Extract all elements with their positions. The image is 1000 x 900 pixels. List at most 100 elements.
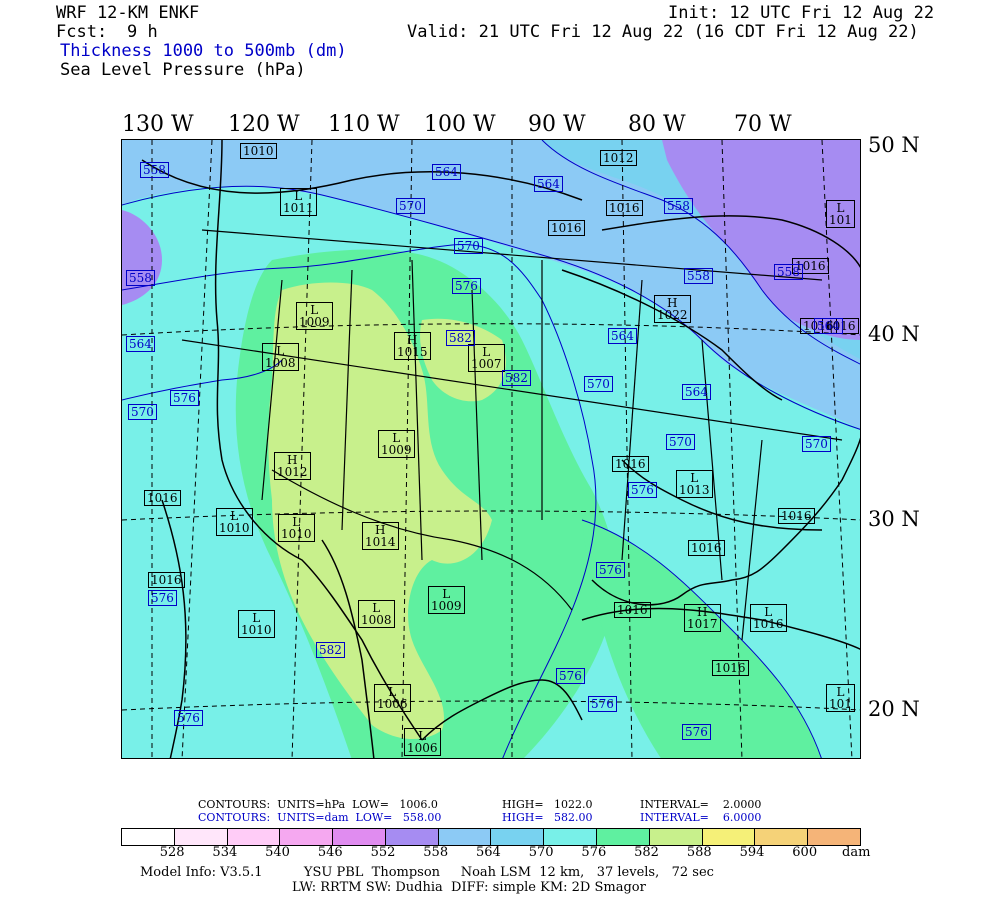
thickness-label: 558 [684, 268, 713, 284]
pressure-label: 1010 [240, 143, 277, 159]
thickness-label: 576 [596, 562, 625, 578]
pressure-low-label: L 1013 [676, 470, 713, 498]
contour-info-hpa-range: CONTOURS: UNITS=hPa LOW= 1006.0 [198, 798, 438, 811]
thickness-label: 564 [534, 176, 563, 192]
map-graphic [122, 140, 860, 758]
colorbar-tick-label: 552 [370, 845, 396, 860]
thickness-label: 576 [682, 724, 711, 740]
colorbar-unit: dam [842, 845, 871, 860]
thickness-label: 570 [396, 198, 425, 214]
thickness-label: 558 [140, 162, 169, 178]
thickness-label: 564 [126, 336, 155, 352]
field-thickness-title: Thickness 1000 to 500mb (dm) [60, 41, 347, 61]
colorbar-swatch [491, 829, 545, 845]
pressure-label: 1016 [612, 456, 649, 472]
model-title: WRF 12-KM ENKF [56, 3, 200, 23]
thickness-fill-576-582-gulf [582, 520, 822, 758]
weather-map: 1010 L 1011 1012 1016 1016 L 101 1016 H … [121, 139, 861, 759]
coastlines [214, 140, 860, 741]
lat-label-50n: 50 N [868, 133, 920, 157]
pressure-low-label: L 101 [826, 684, 855, 712]
thickness-label: 576 [148, 590, 177, 606]
thickness-label: 576 [170, 390, 199, 406]
pressure-label: 1016 [688, 540, 725, 556]
colorbar-swatch [438, 829, 492, 845]
pressure-low-label: L 1008 [358, 600, 395, 628]
colorbar-swatch [544, 829, 598, 845]
thickness-fill-558-564 [122, 140, 860, 430]
colorbar-swatch [702, 829, 756, 845]
lat-label-30n: 30 N [868, 507, 920, 531]
pressure-label: 1016 [606, 200, 643, 216]
colorbar-swatch [597, 829, 650, 845]
colorbar-tick-label: 600 [792, 845, 818, 860]
colorbar-swatch [122, 829, 175, 845]
pressure-low-label: L 1009 [378, 430, 415, 458]
pressure-low-label: L 1009 [296, 302, 333, 330]
thickness-label: 576 [588, 696, 617, 712]
pressure-high-label: H 1017 [684, 604, 721, 632]
field-slp-title: Sea Level Pressure (hPa) [60, 60, 306, 80]
thickness-label: 570 [666, 434, 695, 450]
thickness-fill-552-558-ne [662, 140, 860, 340]
thickness-contours [122, 140, 860, 758]
forecast-label: Fcst: [56, 22, 108, 42]
pressure-label: 1012 [600, 150, 637, 166]
thickness-label: 582 [316, 642, 345, 658]
pressure-low-label: L 1016 [750, 604, 787, 632]
thickness-label: 564 [608, 328, 637, 344]
colorbar-swatch [333, 829, 386, 845]
pressure-high-label: H 1022 [654, 295, 691, 323]
pressure-low-label: L 1010 [216, 508, 253, 536]
colorbar-tick-label: 576 [581, 845, 607, 860]
colorbar-tick-label: 546 [317, 845, 343, 860]
pressure-low-label: L 1010 [238, 610, 275, 638]
lon-label-70w: 70 W [734, 112, 792, 137]
colorbar-tick-label: 558 [423, 845, 449, 860]
thickness-label: 558 [126, 270, 155, 286]
pressure-label: 1016 [144, 490, 181, 506]
pressure-low-label: L 1006 [404, 728, 441, 756]
pressure-label: 1016 [148, 572, 185, 588]
lon-label-120w: 120 W [228, 112, 300, 137]
thickness-label: 570 [802, 436, 831, 452]
init-time: Init: 12 UTC Fri 12 Aug 22 [668, 3, 935, 23]
colorbar-swatch [649, 829, 703, 845]
pressure-high-label: H 1014 [362, 522, 399, 550]
thickness-fill-582-588-plains [420, 318, 506, 402]
physics-info: LW: RRTM SW: Dudhia DIFF: simple KM: 2D … [292, 880, 646, 895]
lat-label-20n: 20 N [868, 697, 920, 721]
colorbar-swatch [385, 829, 439, 845]
pressure-label: 1016 [548, 220, 585, 236]
colorbar-tick-label: 588 [686, 845, 712, 860]
thickness-label: 576 [628, 482, 657, 498]
thickness-label: 570 [454, 238, 483, 254]
contour-info-hpa-high: HIGH= 1022.0 [502, 798, 593, 811]
lon-label-110w: 110 W [328, 112, 400, 137]
colorbar-swatch [755, 829, 809, 845]
thickness-label: 582 [502, 370, 531, 386]
lon-label-100w: 100 W [424, 112, 496, 137]
colorbar-tick-label: 582 [634, 845, 659, 860]
thickness-label: 582 [446, 330, 475, 346]
pressure-low-label: L 1011 [280, 188, 317, 216]
thickness-label: 576 [174, 710, 203, 726]
pressure-label: 1016 [778, 508, 815, 524]
pressure-low-label: L 1009 [428, 586, 465, 614]
valid-time: Valid: 21 UTC Fri 12 Aug 22 (16 CDT Fri … [407, 22, 919, 42]
colorbar-swatch [227, 829, 281, 845]
thickness-label: 564 [682, 384, 711, 400]
thickness-label: 558 [664, 198, 693, 214]
thickness-label: 570 [584, 376, 613, 392]
pressure-label: 1016 [614, 602, 651, 618]
thickness-label: 564 [432, 164, 461, 180]
pressure-high-label: H 1015 [394, 332, 431, 360]
contour-info-dam-interval: INTERVAL= 6.0000 [640, 811, 762, 824]
contour-info-hpa-interval: INTERVAL= 2.0000 [640, 798, 762, 811]
lon-label-130w: 130 W [122, 112, 194, 137]
colorbar-swatch [808, 829, 860, 845]
lon-label-90w: 90 W [528, 112, 586, 137]
pressure-isobars [141, 159, 860, 758]
colorbar-tick-label: 534 [212, 845, 238, 860]
colorbar-tick-label: 564 [476, 845, 501, 860]
